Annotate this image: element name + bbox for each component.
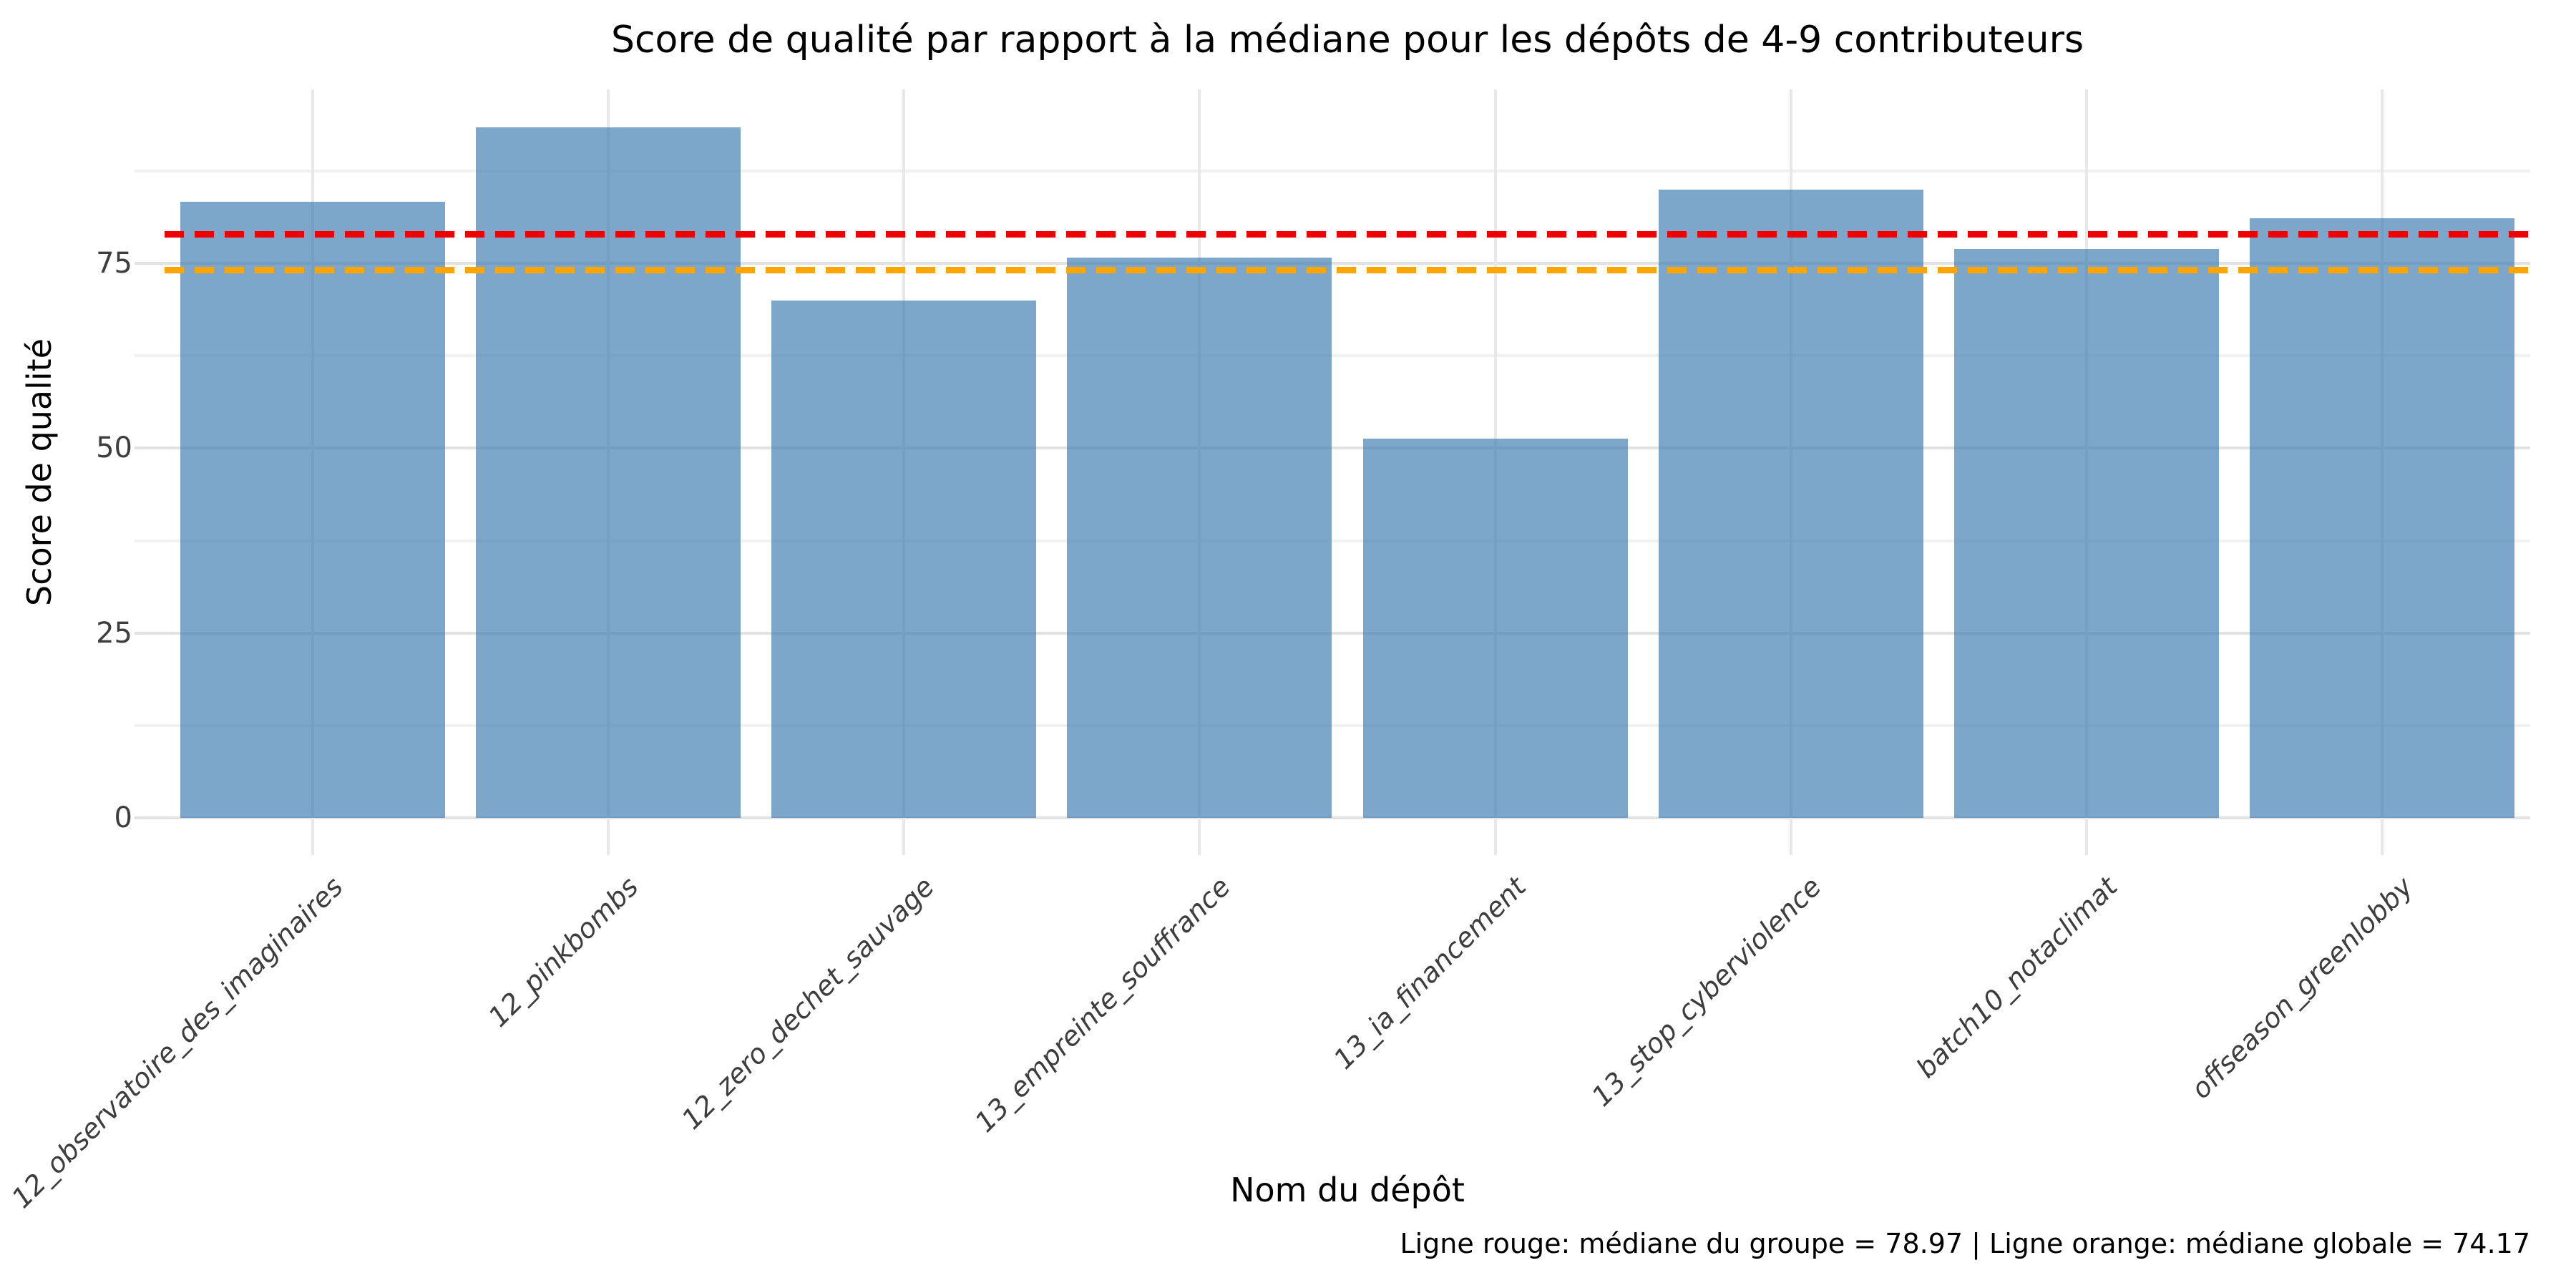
x-tick-label: 13_ia_financement [1327, 871, 1532, 1075]
y-tick-label: 50 [96, 431, 132, 465]
x-tick-label: batch10_notaclimat [1910, 871, 2124, 1084]
bar-12_observatoire_des_imaginaires [180, 202, 445, 819]
chart-title: Score de qualité par rapport à la médian… [610, 19, 2084, 62]
gridline-y-25 [135, 631, 2530, 635]
gridline-y-minor-37.5 [135, 539, 2530, 542]
x-tick-label: 13_stop_cyberviolence [1586, 871, 1828, 1113]
bar-13_stop_cyberviolence [1658, 189, 1923, 819]
gridline-y-0 [135, 816, 2530, 820]
x-axis-label: Nom du dépôt [1230, 1171, 1465, 1209]
median-global-line [165, 266, 2530, 273]
y-tick-label: 0 [114, 801, 132, 835]
caption: Ligne rouge: médiane du groupe = 78.97 |… [1400, 1228, 2530, 1259]
y-tick-label: 75 [96, 246, 132, 280]
x-tick-label: offseason_greenlobby [2185, 871, 2419, 1105]
gridline-y-minor-12.5 [135, 724, 2530, 728]
gridline-y-75 [135, 261, 2530, 265]
x-tick-label: 13_empreinte_souffrance [968, 871, 1236, 1138]
bar-13_ia_financement [1362, 438, 1628, 819]
plot-area [135, 89, 2530, 855]
y-tick-label: 25 [96, 616, 132, 650]
bar-12_pinkbombs [475, 127, 741, 819]
x-tick-label: 12_observatoire_des_imaginaires [5, 871, 349, 1214]
bar-offseason_greenlobby [2250, 218, 2515, 819]
bar-12_zero_dechet_sauvage [771, 300, 1037, 819]
median-group-line [165, 230, 2530, 238]
bar-13_empreinte_souffrance [1067, 257, 1332, 819]
bar-batch10_notaclimat [1954, 249, 2220, 819]
x-tick-label: 12_zero_dechet_sauvage [675, 871, 941, 1136]
gridline-y-50 [135, 447, 2530, 450]
x-tick-label: 12_pinkbombs [482, 871, 645, 1033]
gridline-y-minor-62.5 [135, 354, 2530, 358]
y-axis-label: Score de qualité [20, 338, 59, 607]
gridline-y-minor-87.5 [135, 169, 2530, 172]
